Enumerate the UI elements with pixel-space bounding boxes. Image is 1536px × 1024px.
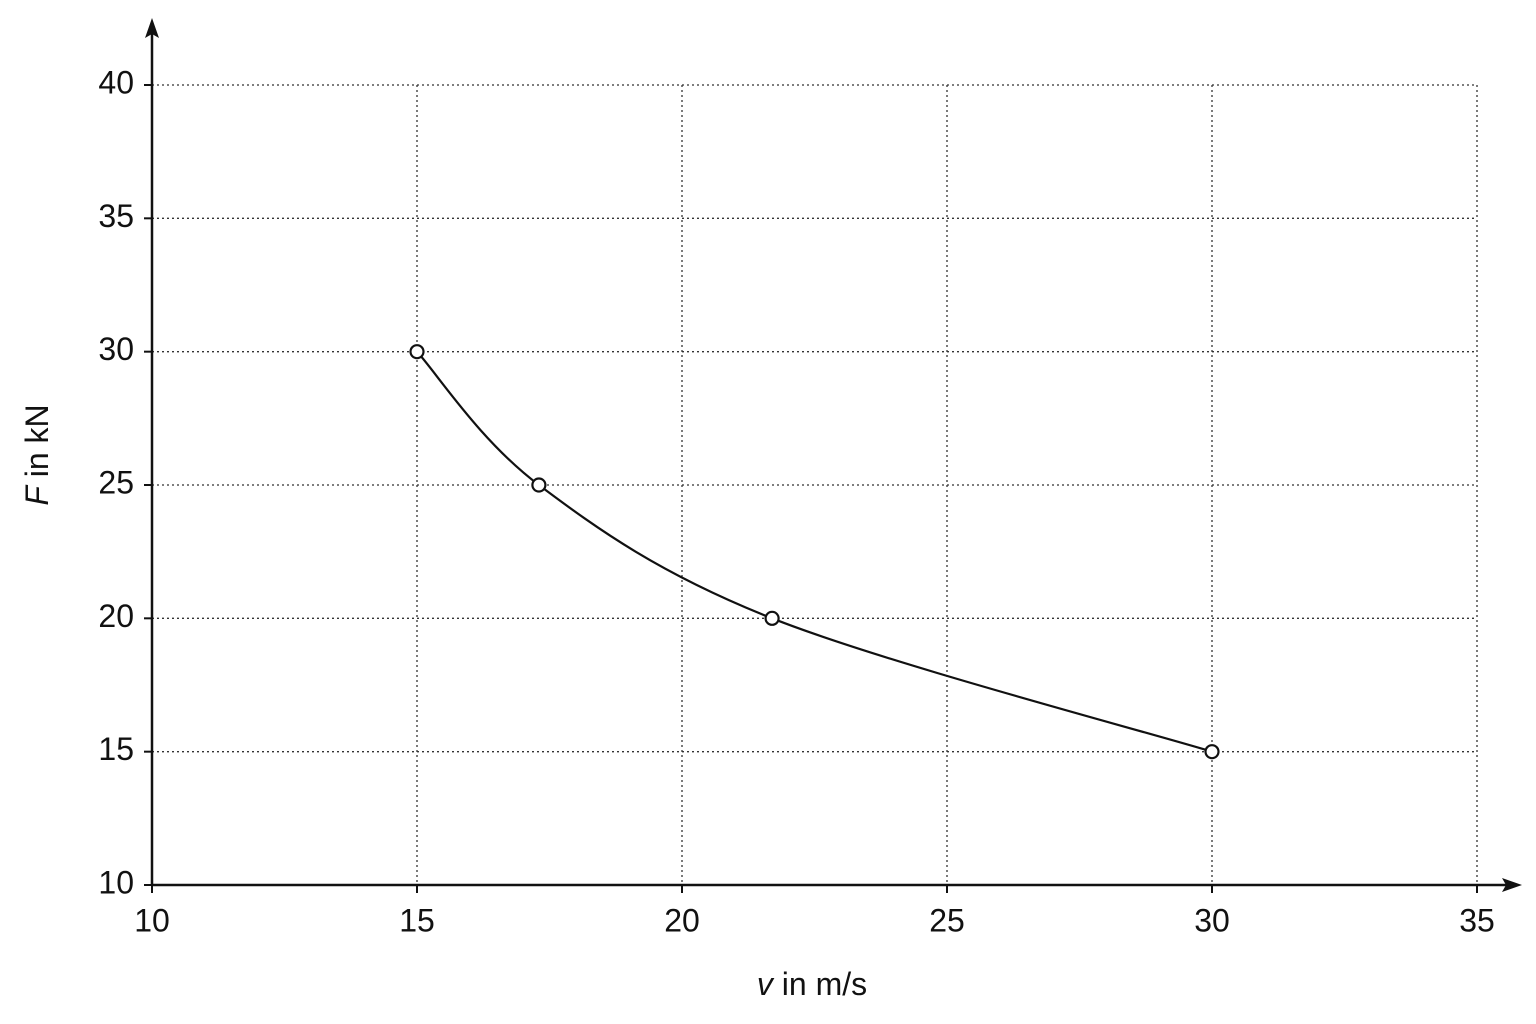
x-axis-arrow (1502, 878, 1522, 892)
y-tick-label: 40 (98, 64, 134, 100)
x-tick-label: 15 (399, 902, 435, 938)
data-point (531, 477, 547, 493)
y-axis-arrow (145, 18, 159, 38)
y-tick-label: 35 (98, 198, 134, 234)
x-tick-label: 20 (664, 902, 700, 938)
data-point (1204, 744, 1220, 760)
x-tick-label: 25 (929, 902, 965, 938)
y-tick-label: 25 (98, 464, 134, 500)
data-point (764, 610, 780, 626)
y-tick-label: 30 (98, 331, 134, 367)
curve (416, 350, 1213, 753)
y-tick-label: 15 (98, 731, 134, 767)
x-tick-label: 35 (1459, 902, 1495, 938)
y-tick-label: 10 (98, 864, 134, 900)
x-tick-label: 10 (134, 902, 170, 938)
data-point (409, 344, 425, 360)
y-tick-label: 20 (98, 598, 134, 634)
y-axis-label: F in kN (19, 404, 55, 505)
x-tick-label: 30 (1194, 902, 1230, 938)
x-axis-label: v in m/s (757, 966, 867, 1002)
